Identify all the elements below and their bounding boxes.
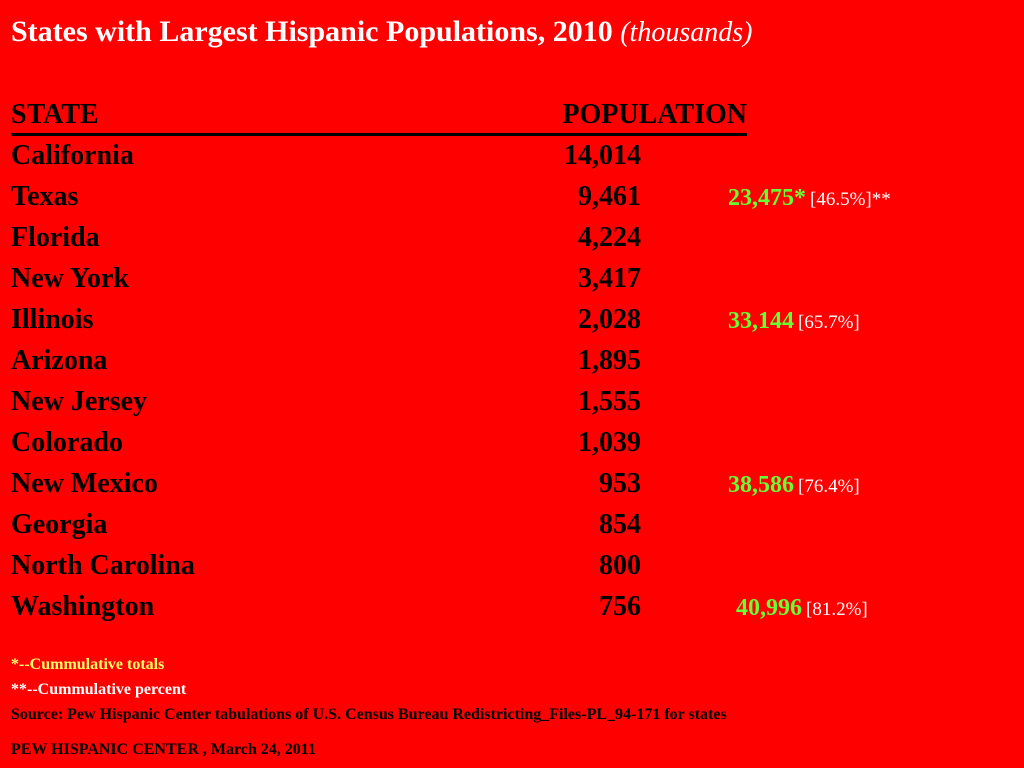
table-header: STATE POPULATION — [11, 96, 747, 136]
state-population: 1,039 — [578, 427, 641, 458]
table-row: Washington 756 40,996 [81.2%] — [11, 587, 1011, 627]
table-row: New Mexico 953 38,586 [76.4%] — [11, 464, 1011, 504]
table-row: New York 3,417 — [11, 259, 1011, 299]
table-row: California 14,014 — [11, 136, 1011, 176]
table-row: Texas 9,461 23,475* [46.5%]** — [11, 177, 1011, 217]
state-population: 854 — [599, 509, 641, 540]
table-row: North Carolina 800 — [11, 546, 1011, 586]
state-population: 4,224 — [578, 222, 641, 253]
state-name: New Mexico — [11, 468, 158, 499]
cumulative-total: 33,144 — [728, 308, 794, 334]
cumulative-percent: [46.5%]** — [810, 189, 891, 210]
note-cumulative-percent: **--Cummulative percent — [11, 681, 187, 698]
header-state: STATE — [11, 99, 99, 130]
state-population: 756 — [599, 591, 641, 622]
cumulative-total: 38,586 — [728, 472, 794, 498]
state-name: California — [11, 140, 134, 171]
cumulative-percent: [65.7%] — [798, 312, 860, 333]
state-population: 2,028 — [578, 304, 641, 335]
state-population: 953 — [599, 468, 641, 499]
state-population: 9,461 — [578, 181, 641, 212]
state-name: New York — [11, 263, 129, 294]
credit-line: PEW HISPANIC CENTER , March 24, 2011 — [11, 741, 316, 758]
table-row: Florida 4,224 — [11, 218, 1011, 258]
state-name: Arizona — [11, 345, 108, 376]
state-name: Texas — [11, 181, 79, 212]
state-population: 1,555 — [578, 386, 641, 417]
header-population: POPULATION — [562, 99, 747, 130]
state-population: 3,417 — [578, 263, 641, 294]
cumulative-annotation: 33,144 [65.7%] — [728, 306, 860, 339]
source-note: Source: Pew Hispanic Center tabulations … — [11, 706, 727, 723]
state-name: Washington — [11, 591, 155, 622]
state-population: 1,895 — [578, 345, 641, 376]
state-population: 800 — [599, 550, 641, 581]
state-name: Colorado — [11, 427, 123, 458]
table-row: Illinois 2,028 33,144 [65.7%] — [11, 300, 1011, 340]
cumulative-annotation: 40,996 [81.2%] — [736, 593, 868, 626]
cumulative-percent: [81.2%] — [806, 599, 868, 620]
cumulative-annotation: 38,586 [76.4%] — [728, 470, 860, 503]
state-name: Illinois — [11, 304, 94, 335]
state-name: North Carolina — [11, 550, 195, 581]
state-population: 14,014 — [564, 140, 641, 171]
page-title: States with Largest Hispanic Populations… — [11, 10, 752, 55]
cumulative-percent: [76.4%] — [798, 476, 860, 497]
note-cumulative-totals: *--Cummulative totals — [11, 656, 165, 673]
state-name: New Jersey — [11, 386, 148, 417]
state-name: Georgia — [11, 509, 108, 540]
cumulative-total: 23,475* — [728, 185, 806, 211]
title-main: States with Largest Hispanic Populations… — [11, 15, 613, 48]
table-row: Georgia 854 — [11, 505, 1011, 545]
cumulative-total: 40,996 — [736, 595, 802, 621]
table-row: Colorado 1,039 — [11, 423, 1011, 463]
state-name: Florida — [11, 222, 100, 253]
title-units: (thousands) — [620, 17, 753, 48]
table-row: New Jersey 1,555 — [11, 382, 1011, 422]
table-row: Arizona 1,895 — [11, 341, 1011, 381]
cumulative-annotation: 23,475* [46.5%]** — [728, 183, 891, 216]
